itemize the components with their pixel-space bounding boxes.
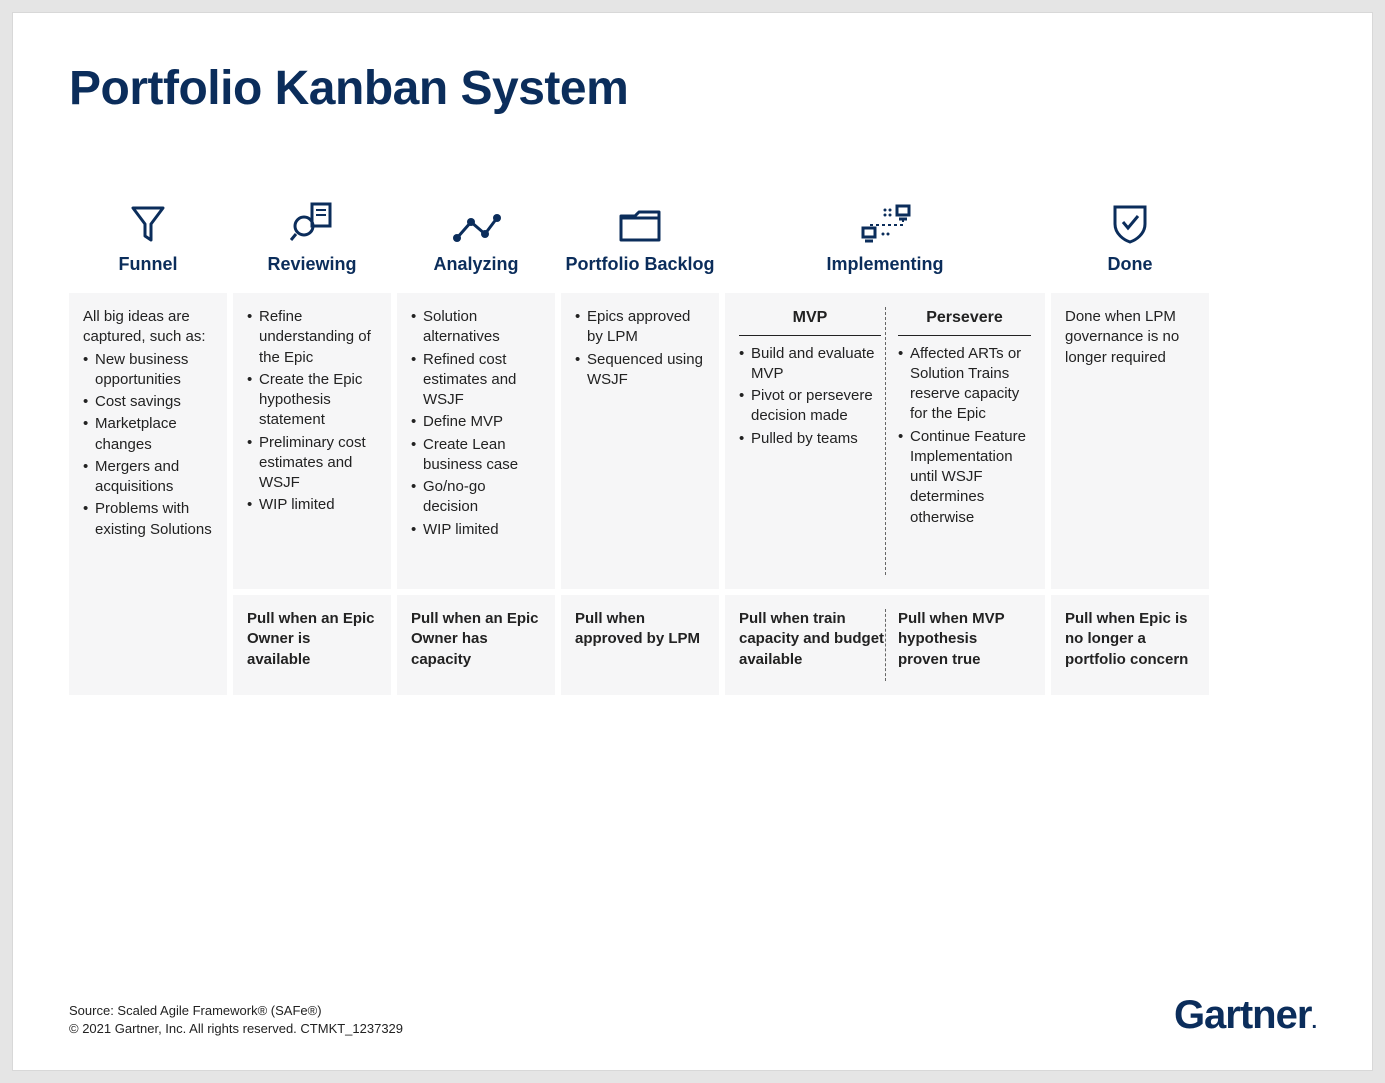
gartner-logo: Gartner.	[1174, 993, 1316, 1038]
magnifier-doc-icon	[233, 196, 391, 244]
sub-title: MVP	[739, 307, 881, 336]
brand-text: Gartner	[1174, 993, 1312, 1037]
backlog-cell: Epics approved by LPM Sequenced using WS…	[561, 293, 719, 589]
list-item: Create the Epic hypothesis statement	[247, 370, 377, 431]
list-item: Preliminary cost estimates and WSJF	[247, 433, 377, 494]
list-item: Refine understanding of the Epic	[247, 307, 377, 368]
persevere-subcell: Persevere Affected ARTs or Solution Trai…	[885, 307, 1031, 575]
pull-condition: Pull when Epic is no longer a portfolio …	[1051, 595, 1209, 695]
list-item: Define MVP	[411, 412, 541, 432]
list-item: Refined cost estimates and WSJF	[411, 350, 541, 411]
bullet-list: New business opportunities Cost savings …	[83, 350, 213, 540]
bullet-list: Solution alternatives Refined cost estim…	[411, 307, 541, 540]
pull-condition: Pull when approved by LPM	[561, 595, 719, 695]
list-item: New business opportunities	[83, 350, 213, 391]
list-item: WIP limited	[411, 520, 541, 540]
bullet-list: Affected ARTs or Solution Trains reserve…	[898, 344, 1031, 528]
analyzing-cell: Solution alternatives Refined cost estim…	[397, 293, 555, 589]
page-title: Portfolio Kanban System	[69, 61, 1316, 116]
list-item: Problems with existing Solutions	[83, 499, 213, 540]
list-item: Cost savings	[83, 392, 213, 412]
column-label: Analyzing	[397, 254, 555, 275]
list-item: Solution alternatives	[411, 307, 541, 348]
column-header-backlog: Portfolio Backlog	[561, 196, 719, 293]
column-label: Done	[1051, 254, 1209, 275]
bullet-list: Epics approved by LPM Sequenced using WS…	[575, 307, 705, 390]
funnel-icon	[69, 196, 227, 244]
list-item: Affected ARTs or Solution Trains reserve…	[898, 344, 1031, 425]
list-item: Continue Feature Implementation until WS…	[898, 427, 1031, 528]
bullet-list: Refine understanding of the Epic Create …	[247, 307, 377, 516]
list-item: Sequenced using WSJF	[575, 350, 705, 391]
pull-condition-implementing: Pull when train capacity and budget avai…	[725, 595, 1045, 695]
column-header-reviewing: Reviewing	[233, 196, 391, 293]
column-label: Implementing	[725, 254, 1045, 275]
pull-mvp: Pull when train capacity and budget avai…	[739, 609, 885, 681]
footer: Source: Scaled Agile Framework® (SAFe®) …	[69, 993, 1316, 1038]
done-cell: Done when LPM governance is no longer re…	[1051, 293, 1209, 589]
implementing-cell: MVP Build and evaluate MVP Pivot or pers…	[725, 293, 1045, 589]
brand-dot: .	[1311, 1011, 1316, 1033]
column-header-funnel: Funnel	[69, 196, 227, 293]
funnel-cell: All big ideas are captured, such as: New…	[69, 293, 227, 695]
shield-check-icon	[1051, 196, 1209, 244]
copyright-line: © 2021 Gartner, Inc. All rights reserved…	[69, 1020, 403, 1038]
reviewing-cell: Refine understanding of the Epic Create …	[233, 293, 391, 589]
list-item: Marketplace changes	[83, 414, 213, 455]
column-label: Portfolio Backlog	[561, 254, 719, 275]
cell-intro: All big ideas are captured, such as:	[83, 307, 213, 348]
pull-condition: Pull when an Epic Owner has capacity	[397, 595, 555, 695]
list-item: Go/no-go decision	[411, 477, 541, 518]
cell-text: Done when LPM governance is no longer re…	[1065, 307, 1195, 368]
bullet-list: Build and evaluate MVP Pivot or persever…	[739, 344, 881, 449]
column-label: Reviewing	[233, 254, 391, 275]
kanban-board: Funnel Reviewing	[69, 196, 1316, 695]
list-item: Build and evaluate MVP	[739, 344, 881, 385]
column-header-implementing: Implementing	[725, 196, 1045, 293]
list-item: Epics approved by LPM	[575, 307, 705, 348]
folder-icon	[561, 196, 719, 244]
source-line: Source: Scaled Agile Framework® (SAFe®)	[69, 1002, 403, 1020]
column-header-analyzing: Analyzing	[397, 196, 555, 293]
mvp-subcell: MVP Build and evaluate MVP Pivot or pers…	[739, 307, 885, 575]
column-header-done: Done	[1051, 196, 1209, 293]
list-item: Pulled by teams	[739, 429, 881, 449]
list-item: WIP limited	[247, 495, 377, 515]
infographic-frame: Portfolio Kanban System Funnel R	[12, 12, 1373, 1071]
list-item: Pivot or persevere decision made	[739, 386, 881, 427]
nodes-icon	[397, 196, 555, 244]
column-label: Funnel	[69, 254, 227, 275]
list-item: Mergers and acquisitions	[83, 457, 213, 498]
list-item: Create Lean business case	[411, 435, 541, 476]
pull-condition: Pull when an Epic Owner is available	[233, 595, 391, 695]
footer-meta: Source: Scaled Agile Framework® (SAFe®) …	[69, 1002, 403, 1038]
sub-title: Persevere	[898, 307, 1031, 336]
pull-persevere: Pull when MVP hypothesis proven true	[885, 609, 1031, 681]
network-icon	[725, 196, 1045, 244]
